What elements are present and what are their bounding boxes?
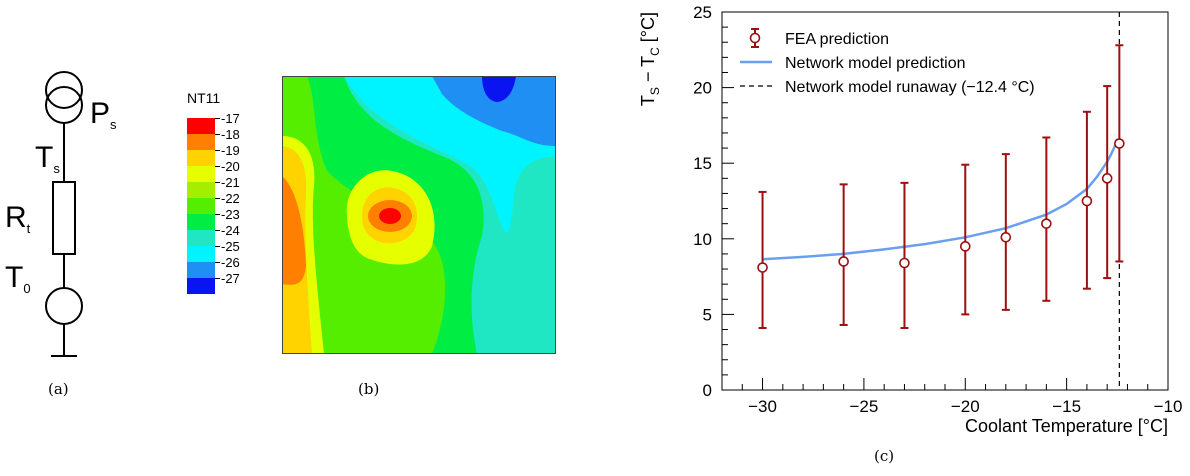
power-source-upper-circle bbox=[45, 71, 83, 109]
legend-label-fea: FEA prediction bbox=[785, 31, 889, 48]
legend-swatch bbox=[187, 182, 215, 198]
chart-svg: −30 −25 −20 −15 −10 0 5 10 15 20 25 Coolant Tempera… bbox=[638, 3, 1183, 436]
fea-point bbox=[1081, 195, 1093, 207]
x-tick-label: −15 bbox=[1052, 397, 1081, 416]
x-tick-label: −30 bbox=[748, 397, 777, 416]
contour-map bbox=[282, 76, 556, 354]
caption-c: (c) bbox=[874, 447, 895, 465]
network-model-line bbox=[762, 138, 1119, 261]
legend-label: -25 bbox=[221, 239, 240, 254]
y-tick-label: 20 bbox=[693, 79, 712, 98]
legend-swatch bbox=[187, 198, 215, 214]
contour-legend: NT11 -17 -18 -19 -20 -21 -22 -23 -24 -25 -26 -27 bbox=[185, 90, 265, 300]
legend-label: -22 bbox=[221, 191, 240, 206]
legend-row: -24 bbox=[187, 223, 267, 246]
legend-label: -23 bbox=[221, 207, 240, 222]
y-tick-label: 5 bbox=[703, 305, 712, 324]
legend-row: -22 bbox=[187, 191, 267, 214]
x-tick-label: −10 bbox=[1154, 397, 1183, 416]
legend-tick bbox=[215, 150, 220, 151]
legend-fea-marker bbox=[749, 32, 761, 44]
contour-frame bbox=[282, 76, 556, 354]
x-axis-label: Coolant Temperature [°C] bbox=[965, 416, 1168, 436]
legend-tick bbox=[215, 230, 220, 231]
label-p: Ps bbox=[90, 97, 117, 132]
y-axis-label: TS − TC [°C] bbox=[638, 12, 662, 106]
legend-tick bbox=[215, 198, 220, 199]
legend-label: -27 bbox=[221, 271, 240, 286]
legend-label: -18 bbox=[221, 127, 240, 142]
legend-swatch bbox=[187, 278, 215, 294]
contour-zone-minus-26 bbox=[432, 76, 556, 146]
legend-row: -20 bbox=[187, 159, 267, 182]
fea-point bbox=[1041, 218, 1052, 229]
temperature-source-circle bbox=[45, 287, 83, 325]
caption-b: (b) bbox=[358, 380, 380, 398]
y-tick-label: 15 bbox=[693, 154, 712, 173]
legend-tick bbox=[215, 246, 220, 247]
contour-svg bbox=[282, 76, 556, 354]
legend-label: -19 bbox=[221, 143, 240, 158]
circuit-panel: Ps Ts Rt T0 bbox=[0, 0, 160, 420]
fea-point bbox=[1000, 231, 1012, 243]
legend-row: -23 bbox=[187, 207, 267, 230]
label-t0: T0 bbox=[5, 261, 31, 296]
legend-label: -20 bbox=[221, 159, 240, 174]
legend-row: -21 bbox=[187, 175, 267, 198]
legend-row: -17 bbox=[187, 111, 267, 134]
y-tick-label: 25 bbox=[693, 3, 712, 22]
fea-point bbox=[1114, 138, 1125, 149]
legend-swatch bbox=[187, 150, 215, 166]
legend-tick bbox=[215, 134, 220, 135]
fea-point bbox=[899, 257, 910, 269]
label-ts: Ts bbox=[35, 141, 60, 176]
legend-swatch bbox=[187, 246, 215, 262]
legend-swatch bbox=[187, 166, 215, 182]
power-source-lower-circle bbox=[45, 86, 83, 124]
legend-tick bbox=[215, 214, 220, 215]
legend-row: -25 bbox=[187, 239, 267, 262]
runaway-chart: −30 −25 −20 −15 −10 0 5 10 15 20 25 Coolant Tempera… bbox=[630, 0, 1190, 476]
legend-tick bbox=[215, 118, 220, 119]
legend-label-network: Network model prediction bbox=[785, 55, 966, 72]
label-rt: Rt bbox=[5, 201, 31, 236]
x-tick-label: −20 bbox=[951, 397, 980, 416]
circuit-diagram: Ps Ts Rt T0 bbox=[5, 71, 117, 357]
legend-swatch bbox=[187, 118, 215, 134]
legend-swatch bbox=[187, 214, 215, 230]
y-tick-label: 0 bbox=[703, 381, 712, 400]
legend-swatch bbox=[187, 262, 215, 278]
resistor bbox=[52, 181, 76, 255]
legend-label: -24 bbox=[221, 223, 240, 238]
fea-point bbox=[959, 241, 971, 252]
fea-point bbox=[838, 256, 849, 267]
legend-row: -26 bbox=[187, 255, 267, 278]
legend-tick bbox=[215, 262, 220, 263]
fea-point bbox=[1101, 173, 1113, 184]
legend-title: NT11 bbox=[187, 90, 221, 106]
legend-swatch bbox=[187, 230, 215, 246]
legend-label-runaway: Network model runaway (−12.4 °C) bbox=[785, 79, 1035, 96]
contour-zone-minus-17-hotspot bbox=[379, 208, 401, 224]
fea-point bbox=[757, 262, 768, 273]
legend-label: -21 bbox=[221, 175, 240, 190]
legend-label: -26 bbox=[221, 255, 240, 270]
x-tick-label: −25 bbox=[849, 397, 878, 416]
legend-row: -18 bbox=[187, 127, 267, 150]
legend-tick bbox=[215, 278, 220, 279]
legend-label: -17 bbox=[221, 111, 240, 126]
legend-swatch bbox=[187, 134, 215, 150]
contour-zone-minus-18-left bbox=[282, 176, 306, 285]
y-tick-label: 10 bbox=[693, 230, 712, 249]
legend-tick bbox=[215, 182, 220, 183]
legend-tick bbox=[215, 166, 220, 167]
contour-zone-minus-27 bbox=[482, 76, 516, 102]
caption-a: (a) bbox=[48, 380, 69, 398]
legend-row: -19 bbox=[187, 143, 267, 166]
legend-row: -27 bbox=[187, 271, 267, 294]
